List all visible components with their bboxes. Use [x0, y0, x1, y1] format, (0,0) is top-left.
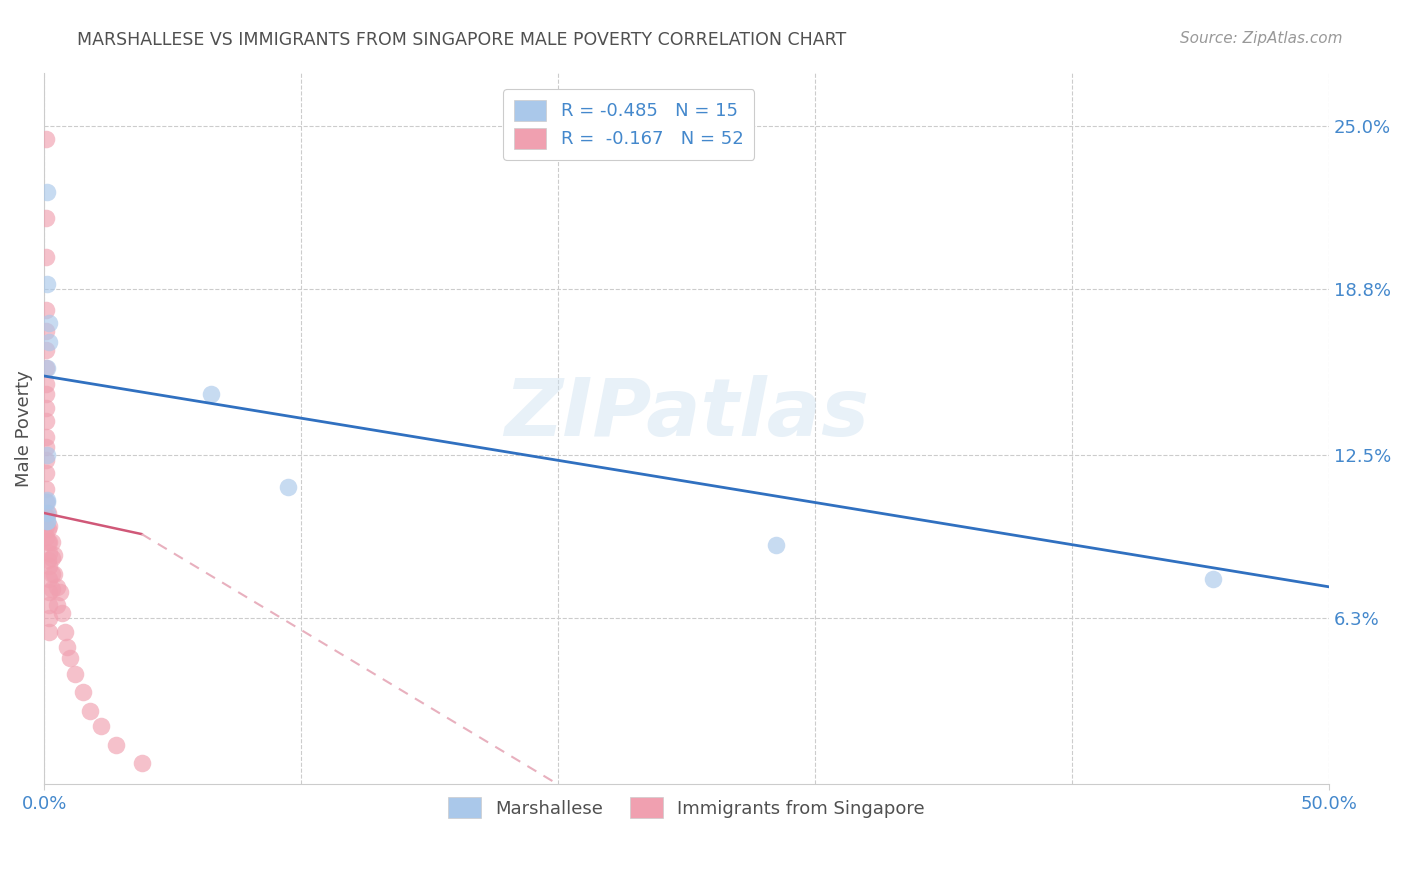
- Point: [46, 599, 69, 613]
- Point: [72, 685, 94, 699]
- Point: [38, 611, 60, 625]
- Point: [35, 483, 58, 497]
- Point: [35, 514, 58, 528]
- Point: [35, 401, 58, 415]
- Point: [200, 387, 222, 401]
- Point: [105, 738, 128, 752]
- Point: [46, 580, 69, 594]
- Point: [35, 492, 58, 507]
- Point: [35, 185, 58, 199]
- Point: [35, 303, 58, 318]
- Point: [277, 480, 299, 494]
- Point: [38, 572, 60, 586]
- Point: [35, 343, 58, 357]
- Point: [90, 719, 112, 733]
- Point: [35, 508, 58, 523]
- Point: [38, 624, 60, 639]
- Point: [59, 651, 82, 665]
- Point: [35, 361, 58, 376]
- Point: [38, 558, 60, 573]
- Point: [35, 324, 58, 338]
- Point: [35, 448, 58, 462]
- Text: ZIPatlas: ZIPatlas: [503, 376, 869, 453]
- Point: [765, 538, 787, 552]
- Point: [35, 414, 58, 428]
- Point: [44, 566, 66, 581]
- Point: [35, 132, 58, 146]
- Point: [79, 704, 101, 718]
- Point: [35, 506, 58, 520]
- Point: [35, 361, 58, 376]
- Point: [35, 429, 58, 443]
- Point: [48, 585, 70, 599]
- Point: [35, 467, 58, 481]
- Point: [35, 376, 58, 391]
- Point: [38, 519, 60, 533]
- Point: [35, 514, 58, 528]
- Point: [38, 585, 60, 599]
- Point: [37, 553, 59, 567]
- Point: [35, 519, 58, 533]
- Point: [63, 666, 86, 681]
- Point: [131, 756, 153, 771]
- Point: [38, 334, 60, 349]
- Y-axis label: Male Poverty: Male Poverty: [15, 370, 32, 487]
- Point: [37, 522, 59, 536]
- Point: [41, 550, 63, 565]
- Point: [56, 640, 79, 655]
- Point: [53, 624, 76, 639]
- Point: [35, 211, 58, 225]
- Point: [35, 387, 58, 401]
- Point: [41, 582, 63, 597]
- Legend: Marshallese, Immigrants from Singapore: Marshallese, Immigrants from Singapore: [441, 790, 932, 825]
- Point: [35, 251, 58, 265]
- Point: [38, 599, 60, 613]
- Point: [37, 535, 59, 549]
- Point: [51, 606, 73, 620]
- Text: MARSHALLESE VS IMMIGRANTS FROM SINGAPORE MALE POVERTY CORRELATION CHART: MARSHALLESE VS IMMIGRANTS FROM SINGAPORE…: [77, 31, 846, 49]
- Point: [41, 566, 63, 581]
- Point: [37, 506, 59, 520]
- Point: [38, 535, 60, 549]
- Point: [44, 548, 66, 562]
- Point: [35, 495, 58, 509]
- Point: [41, 535, 63, 549]
- Point: [35, 277, 58, 291]
- Point: [35, 495, 58, 509]
- Text: Source: ZipAtlas.com: Source: ZipAtlas.com: [1180, 31, 1343, 46]
- Point: [35, 453, 58, 467]
- Point: [35, 530, 58, 544]
- Point: [38, 316, 60, 330]
- Point: [35, 440, 58, 454]
- Point: [1202, 572, 1225, 586]
- Point: [38, 545, 60, 559]
